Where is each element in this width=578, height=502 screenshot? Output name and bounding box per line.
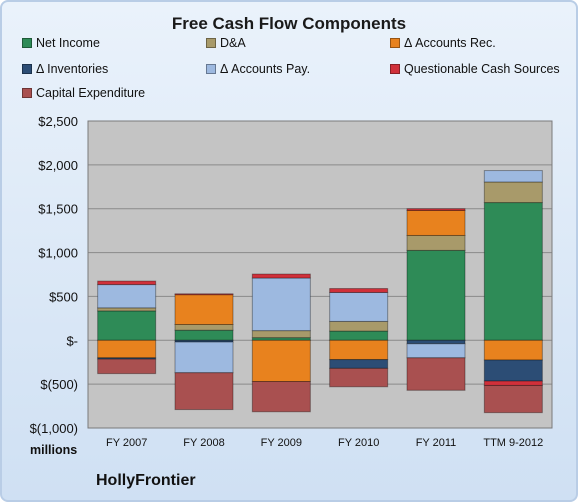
legend: Net Income D&A Δ Accounts Rec. Δ Invento… <box>22 36 578 106</box>
legend-label: D&A <box>220 36 246 50</box>
legend-swatch <box>206 38 216 48</box>
bar-segment <box>483 384 543 414</box>
legend-label: Δ Accounts Pay. <box>220 62 311 76</box>
bar-segment <box>174 294 234 325</box>
bar-segment <box>251 273 311 279</box>
legend-swatch <box>22 38 32 48</box>
legend-item-questionable-cash: Questionable Cash Sources <box>390 62 560 76</box>
legend-item-accounts-pay: Δ Accounts Pay. <box>206 62 310 76</box>
bar-segment <box>174 372 234 411</box>
y-tick-label: $(500) <box>40 377 78 392</box>
bar-segment <box>97 280 157 286</box>
x-tick-label: FY 2008 <box>183 437 224 449</box>
plot-area <box>88 121 552 428</box>
legend-swatch <box>206 64 216 74</box>
y-tick-label: $2,000 <box>38 158 78 173</box>
bar-segment <box>406 234 466 251</box>
bar-segment <box>174 323 234 331</box>
bar-segment <box>406 357 466 391</box>
bar-segment <box>174 339 234 343</box>
bar-segment <box>174 341 234 374</box>
y-tick-label: $1,000 <box>38 246 78 261</box>
bar-segment <box>483 170 543 183</box>
bar-segment <box>329 359 389 369</box>
y-tick-label: $1,500 <box>38 202 78 217</box>
bar-segment <box>251 381 311 413</box>
bar-segment <box>406 209 466 236</box>
bar-segment <box>406 208 466 211</box>
x-tick-label: FY 2010 <box>338 437 379 449</box>
y-tick-label: $(1,000) <box>30 421 78 436</box>
legend-swatch <box>22 64 32 74</box>
bar-segment <box>329 288 389 293</box>
legend-item-accounts-rec: Δ Accounts Rec. <box>390 36 496 50</box>
units-label: millions <box>30 443 78 457</box>
legend-item-da: D&A <box>206 36 246 50</box>
bar-segment <box>483 380 543 386</box>
legend-label: Δ Inventories <box>36 62 109 76</box>
x-tick-label: FY 2007 <box>106 437 147 449</box>
bar-segment <box>251 330 311 339</box>
bar-segment <box>483 181 543 204</box>
legend-label: Net Income <box>36 36 100 50</box>
bar-segment <box>251 277 311 332</box>
x-tick-label: TTM 9-2012 <box>483 437 543 449</box>
legend-item-capex: Capital Expenditure <box>22 86 145 100</box>
legend-swatch <box>22 88 32 98</box>
legend-label: Capital Expenditure <box>36 86 146 100</box>
bar-segment <box>174 329 234 341</box>
legend-item-net-income: Net Income <box>22 36 100 50</box>
bar-segment <box>329 330 389 341</box>
bar-segment <box>97 358 157 375</box>
bar-segment <box>329 339 389 361</box>
bar-segment <box>329 291 389 322</box>
legend-label: Δ Accounts Rec. <box>404 36 496 50</box>
bar-segment <box>251 339 311 383</box>
bar-segment <box>329 320 389 332</box>
y-tick-label: $- <box>66 333 78 348</box>
company-name: HollyFrontier <box>96 472 196 489</box>
y-tick-label: $500 <box>49 289 78 304</box>
chart-title: Free Cash Flow Components <box>171 14 407 33</box>
legend-label: Questionable Cash Sources <box>404 62 560 76</box>
legend-swatch <box>390 64 400 74</box>
bar-segment <box>97 339 157 359</box>
bar-segment <box>483 339 543 361</box>
bar-segment <box>406 343 466 359</box>
bar-segment <box>97 284 157 309</box>
bar-segment <box>483 202 543 341</box>
x-tick-label: FY 2011 <box>416 437 457 449</box>
y-tick-label: $2,500 <box>38 114 78 129</box>
bar-segment <box>406 339 466 345</box>
bar-segment <box>97 310 157 341</box>
bar-segment <box>329 367 389 388</box>
bar-segment <box>174 293 234 296</box>
legend-item-inventories: Δ Inventories <box>22 62 108 76</box>
legend-swatch <box>390 38 400 48</box>
plot-border <box>87 120 553 429</box>
bar-segment <box>406 249 466 341</box>
bar-segment <box>483 359 543 382</box>
x-tick-label: FY 2009 <box>261 437 302 449</box>
